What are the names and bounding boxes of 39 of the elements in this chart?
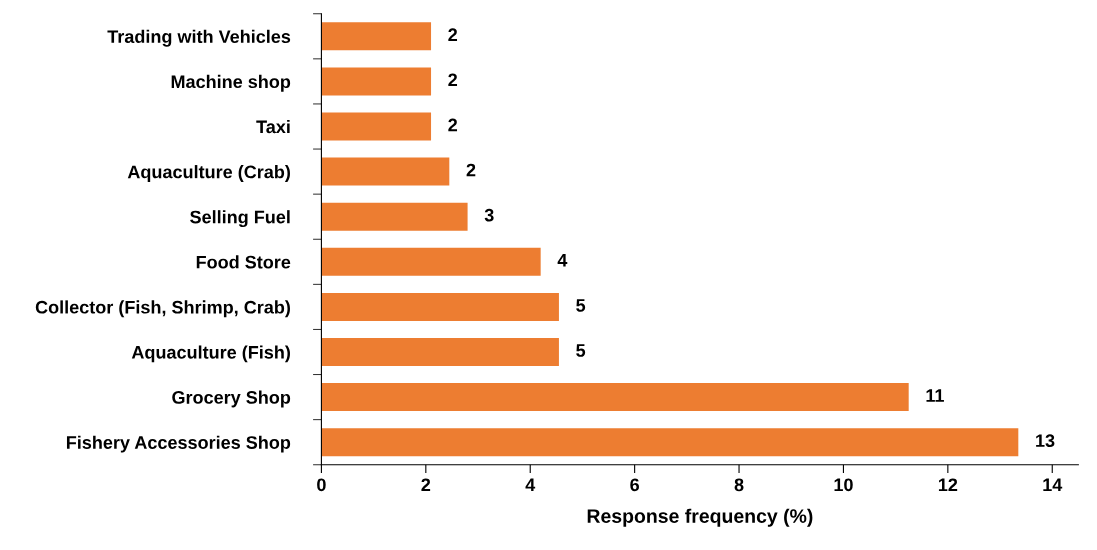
data-label: 13 <box>1036 434 1055 448</box>
bar <box>321 67 432 96</box>
bar <box>321 292 559 321</box>
bar <box>321 428 1019 457</box>
y-tick-label: Food Store <box>196 255 291 269</box>
x-tick-label: 12 <box>938 478 958 492</box>
x-tick-label: 10 <box>834 478 853 492</box>
y-tick-label: Machine shop <box>171 74 291 92</box>
y-tick-label: Selling Fuel <box>190 210 290 228</box>
bar <box>321 112 432 141</box>
bar <box>321 383 909 412</box>
data-label: 11 <box>926 389 944 402</box>
bar <box>321 202 468 231</box>
data-label: 2 <box>448 73 458 87</box>
data-label: 2 <box>466 163 476 177</box>
y-tick-label: Taxi <box>256 119 290 134</box>
y-tick-label: Aquaculture (Fish) <box>131 345 290 363</box>
data-label: 5 <box>576 299 586 312</box>
x-tick-label: 6 <box>630 478 639 492</box>
data-label: 5 <box>576 344 586 357</box>
y-tick-label: Collector (Fish, Shrimp, Crab) <box>35 300 290 318</box>
x-tick-label: 0 <box>317 478 326 492</box>
x-tick-label: 8 <box>734 478 744 492</box>
bar <box>321 338 559 366</box>
y-tick-label: Aquaculture (Crab) <box>127 165 290 182</box>
data-label: 4 <box>557 254 568 267</box>
bar <box>321 247 541 276</box>
x-axis-title: Response frequency (%) <box>587 508 813 527</box>
x-tick-label: 2 <box>421 478 431 492</box>
bar <box>321 22 432 51</box>
data-label: 3 <box>484 208 494 222</box>
bar <box>321 157 450 186</box>
x-tick-label: 14 <box>1043 478 1063 492</box>
y-tick-label: Grocery Shop <box>172 390 291 408</box>
y-tick-label: Fishery Accessories Shop <box>66 435 291 453</box>
data-label: 2 <box>448 28 458 41</box>
x-tick-label: 4 <box>525 478 536 492</box>
y-tick-label: Trading with Vehicles <box>107 29 291 47</box>
data-label: 2 <box>448 118 458 132</box>
